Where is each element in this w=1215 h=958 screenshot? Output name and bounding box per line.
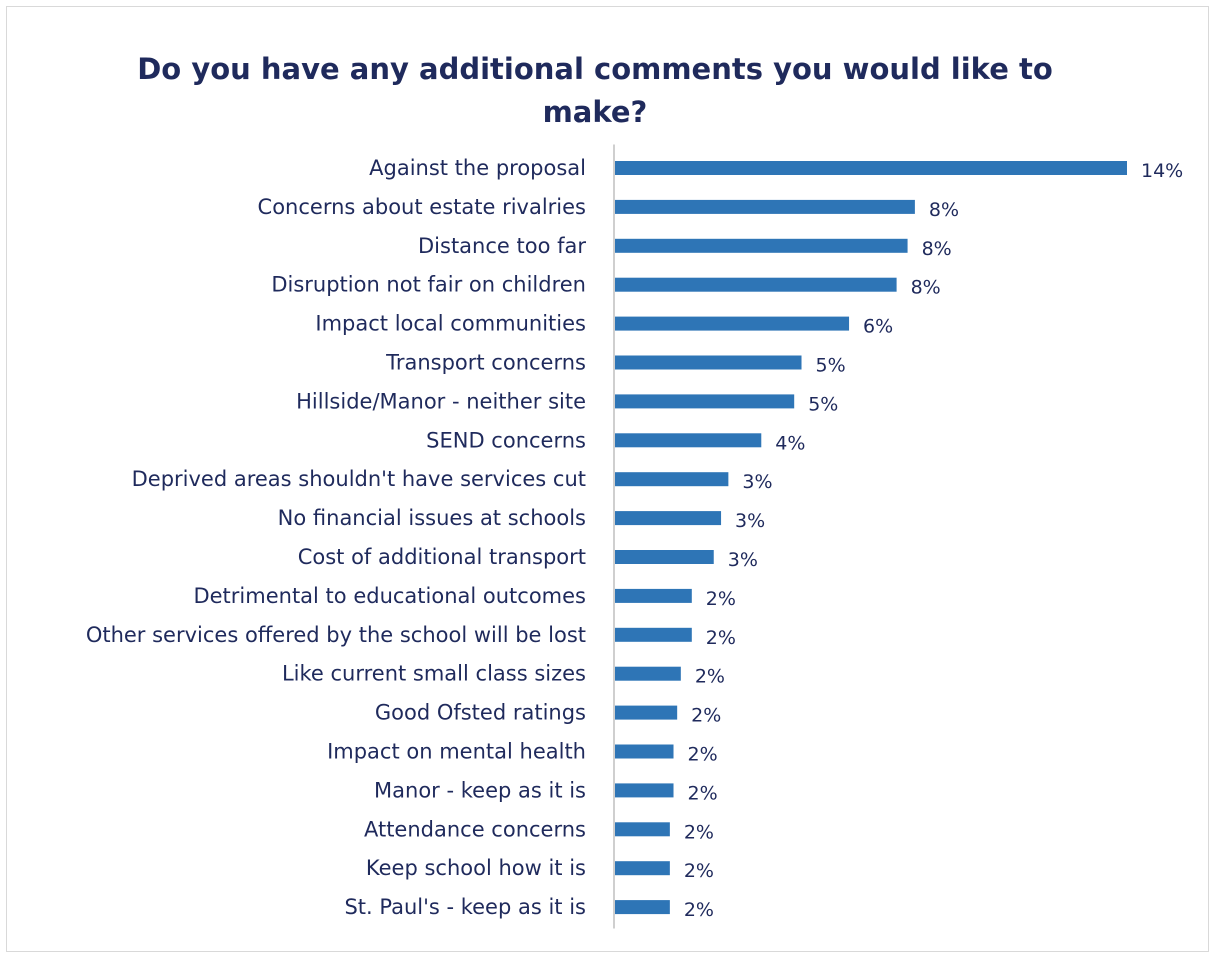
category-label: Deprived areas shouldn't have services c… xyxy=(132,467,586,491)
data-label: 5% xyxy=(808,393,838,415)
category-label: Against the proposal xyxy=(369,156,586,180)
data-label: 2% xyxy=(691,705,721,727)
data-label: 14% xyxy=(1141,160,1183,182)
category-label: Attendance concerns xyxy=(364,817,586,841)
bar xyxy=(615,550,714,564)
bar xyxy=(615,394,795,409)
data-label: 8% xyxy=(929,199,959,221)
category-label: Like current small class sizes xyxy=(282,662,586,686)
bar xyxy=(615,238,908,253)
bar xyxy=(615,511,722,526)
chart-title-line-2: make? xyxy=(542,95,648,129)
data-label: 2% xyxy=(688,782,718,804)
category-label: Distance too far xyxy=(418,234,586,258)
data-label: 8% xyxy=(922,238,952,260)
category-label: Manor - keep as it is xyxy=(374,778,586,802)
category-label: Concerns about estate rivalries xyxy=(258,195,586,219)
data-label: 2% xyxy=(684,821,714,843)
bar xyxy=(615,355,802,370)
data-label: 2% xyxy=(706,627,736,649)
category-label: Cost of additional transport xyxy=(298,545,586,569)
data-label: 2% xyxy=(684,860,714,882)
category-label: Keep school how it is xyxy=(366,856,586,880)
bar xyxy=(615,199,915,214)
data-label: 2% xyxy=(688,744,718,766)
bar xyxy=(615,277,897,292)
category-label: No financial issues at schools xyxy=(278,506,586,530)
data-label: 8% xyxy=(911,277,941,299)
bar xyxy=(615,588,692,603)
data-label: 2% xyxy=(684,899,714,921)
data-label: 3% xyxy=(728,549,758,571)
category-label: Transport concerns xyxy=(385,351,586,375)
bar xyxy=(615,627,692,642)
bar xyxy=(615,900,670,915)
bar xyxy=(615,705,678,720)
bar xyxy=(615,161,1127,175)
data-label: 2% xyxy=(706,588,736,610)
data-label: 4% xyxy=(775,432,805,454)
category-label: Hillside/Manor - neither site xyxy=(296,389,586,413)
data-label: 3% xyxy=(735,510,765,532)
chart-title-line-1: Do you have any additional comments you … xyxy=(137,52,1053,86)
category-label: Impact on mental health xyxy=(327,740,586,764)
category-label: Good Ofsted ratings xyxy=(375,701,586,725)
chart-title: Do you have any additional comments you … xyxy=(0,48,1190,134)
data-label: 5% xyxy=(816,355,846,377)
data-label: 6% xyxy=(863,316,893,338)
category-label: Disruption not fair on children xyxy=(271,273,586,297)
data-label: 3% xyxy=(742,471,772,493)
category-label: SEND concerns xyxy=(426,428,586,452)
bar xyxy=(615,433,762,448)
category-label: Other services offered by the school wil… xyxy=(86,623,586,647)
bar xyxy=(615,822,670,837)
bar xyxy=(615,861,670,876)
bars-group: Against the proposal 14% Concerns about es… xyxy=(86,156,1183,921)
category-label: Detrimental to educational outcomes xyxy=(193,584,586,608)
bar xyxy=(615,316,850,331)
data-label: 2% xyxy=(695,666,725,688)
category-label: Impact local communities xyxy=(315,312,586,336)
category-label: St. Paul's - keep as it is xyxy=(344,895,586,919)
bar xyxy=(615,666,681,681)
bar xyxy=(615,783,674,798)
bar xyxy=(615,472,729,487)
bar xyxy=(615,744,674,759)
